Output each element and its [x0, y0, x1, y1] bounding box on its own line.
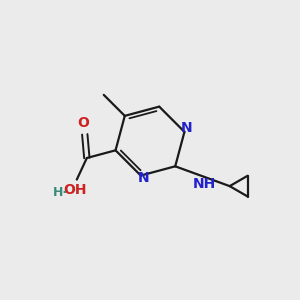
Text: N: N [181, 121, 193, 135]
Text: N: N [137, 171, 149, 185]
Text: OH: OH [64, 183, 87, 197]
Text: O: O [77, 116, 89, 130]
Text: H·: H· [53, 186, 68, 200]
Text: NH: NH [193, 177, 216, 191]
